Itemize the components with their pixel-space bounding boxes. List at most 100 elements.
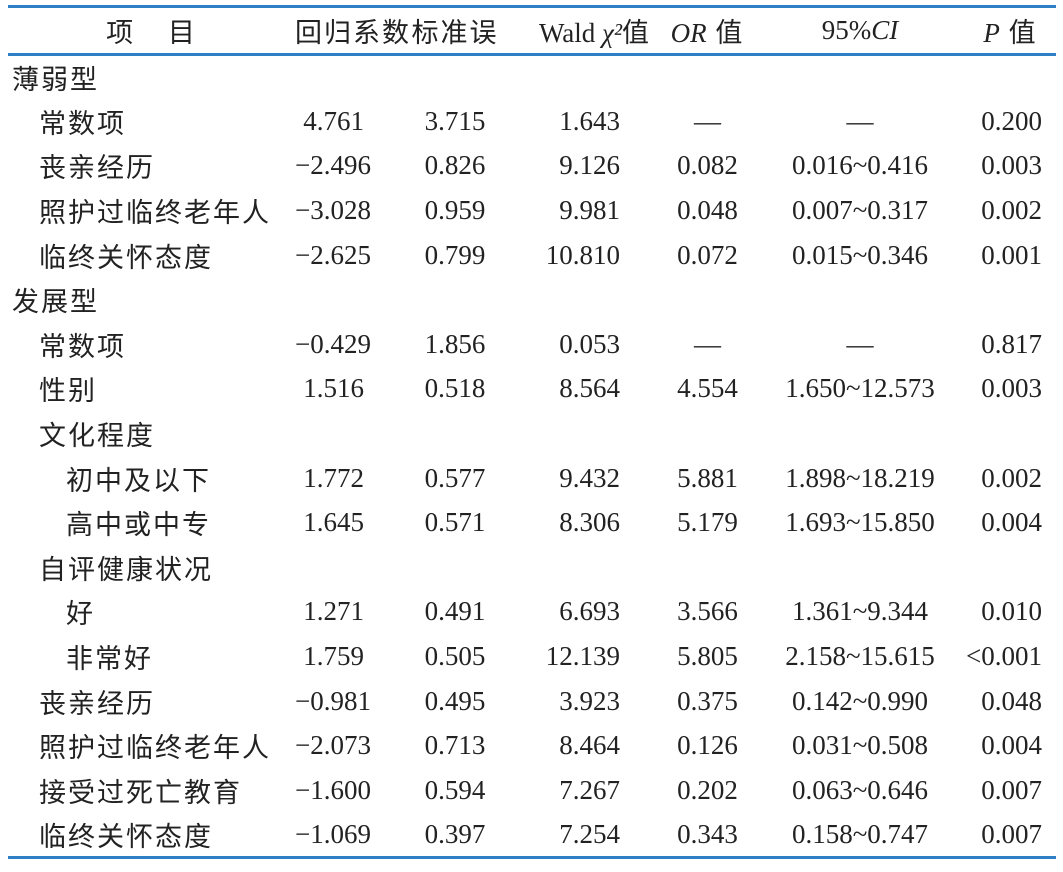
cell-or: — — [694, 105, 721, 136]
cell-or: 0.202 — [677, 774, 738, 805]
cell-coef: −0.981 — [295, 685, 371, 716]
cell-coef: −1.600 — [295, 774, 371, 805]
cell-or: 0.072 — [677, 239, 738, 270]
row-label: 常数项 — [39, 331, 126, 362]
cell-or — [660, 411, 755, 456]
cell-p: 0.002 — [981, 462, 1042, 493]
cell-wald: 1.643 — [559, 105, 620, 136]
col-header-se-label: 标准误 — [411, 18, 499, 48]
row-label: 临终关怀态度 — [39, 821, 213, 852]
cell-wald — [530, 411, 660, 456]
col-header-or: OR 值 — [660, 7, 755, 55]
table-row: 高中或中专 1.645 0.571 8.306 5.179 1.693~15.850 0.0… — [8, 500, 1056, 545]
row-label: 丧亲经历 — [39, 688, 155, 719]
cell-wald: 9.126 — [559, 150, 620, 181]
table-row: 临终关怀态度 −1.069 0.397 7.254 0.343 0.158~0.747 0.… — [8, 813, 1056, 858]
row-label: 发展型 — [12, 287, 99, 318]
cell-se: 0.495 — [424, 685, 486, 716]
table-row: 丧亲经历 −2.496 0.826 9.126 0.082 0.016~0.416 0.00… — [8, 144, 1056, 189]
col-header-wald-chi: χ² — [602, 18, 623, 48]
cell-ci: 0.016~0.416 — [791, 150, 929, 181]
cell-p: <0.001 — [966, 641, 1042, 672]
cell-se: 0.518 — [424, 373, 486, 404]
cell-wald: 0.053 — [559, 328, 620, 359]
cell-ci: 0.015~0.346 — [791, 239, 929, 270]
cell-or: 0.082 — [677, 150, 738, 181]
cell-coef — [295, 277, 380, 322]
cell-ci — [755, 411, 965, 456]
cell-se: 0.959 — [424, 195, 486, 226]
cell-se — [380, 411, 530, 456]
cell-se: 0.799 — [424, 239, 486, 270]
cell-coef — [295, 55, 380, 100]
col-header-p: P 值 — [965, 7, 1056, 55]
table-header: 项 目 回归系数 标准误 Wald χ²值 OR 值 95%CI P 值 — [8, 7, 1056, 55]
row-label: 自评健康状况 — [39, 554, 213, 585]
table-group-row: 文化程度 — [8, 411, 1056, 456]
row-label: 非常好 — [66, 644, 153, 675]
cell-wald: 9.981 — [559, 195, 620, 226]
cell-p: 0.004 — [981, 507, 1042, 538]
cell-coef: −1.069 — [295, 818, 371, 849]
cell-ci — [755, 277, 965, 322]
table-row: 丧亲经历 −0.981 0.495 3.923 0.375 0.142~0.990 0.04… — [8, 679, 1056, 724]
cell-ci: 0.031~0.508 — [791, 730, 929, 761]
table-row: 照护过临终老年人 −3.028 0.959 9.981 0.048 0.007~0.317… — [8, 188, 1056, 233]
col-header-wald: Wald χ²值 — [530, 7, 660, 55]
cell-ci: 0.158~0.747 — [791, 818, 929, 849]
cell-p: 0.003 — [981, 373, 1042, 404]
row-label: 照护过临终老年人 — [39, 733, 271, 764]
cell-se — [380, 277, 530, 322]
table-row: 初中及以下 1.772 0.577 9.432 5.881 1.898~18.219 0.0… — [8, 456, 1056, 501]
cell-or: 0.126 — [677, 730, 738, 761]
cell-or: 5.881 — [677, 462, 738, 493]
cell-se: 0.713 — [424, 730, 486, 761]
row-label: 常数项 — [39, 108, 126, 139]
table-row: 非常好 1.759 0.505 12.139 5.805 2.158~15.615 <0.0… — [8, 634, 1056, 679]
table-group-row: 自评健康状况 — [8, 545, 1056, 590]
table-row: 照护过临终老年人 −2.073 0.713 8.464 0.126 0.031~0.508… — [8, 723, 1056, 768]
cell-p: 0.007 — [981, 818, 1042, 849]
cell-se: 0.505 — [424, 641, 486, 672]
cell-coef: −2.073 — [295, 730, 371, 761]
col-header-item: 项 目 — [8, 7, 295, 55]
cell-coef: 1.759 — [303, 641, 364, 672]
cell-coef — [295, 411, 380, 456]
cell-p — [965, 411, 1056, 456]
cell-or: 0.343 — [677, 818, 738, 849]
cell-ci: 0.007~0.317 — [791, 195, 929, 226]
stat-table: 项 目 回归系数 标准误 Wald χ²值 OR 值 95%CI P 值 薄弱型… — [8, 5, 1056, 859]
cell-se: 0.397 — [424, 818, 486, 849]
col-header-item-label: 项 目 — [106, 18, 197, 48]
cell-or: 4.554 — [677, 373, 738, 404]
cell-se — [380, 545, 530, 590]
col-header-p-post: 值 — [999, 18, 1038, 48]
cell-se: 0.491 — [424, 596, 486, 627]
cell-or: 5.179 — [677, 507, 738, 538]
row-label: 接受过死亡教育 — [39, 777, 242, 808]
row-label: 文化程度 — [39, 421, 155, 452]
cell-se: 0.571 — [424, 507, 486, 538]
cell-p — [965, 55, 1056, 100]
cell-coef: 1.516 — [303, 373, 364, 404]
cell-ci — [755, 55, 965, 100]
cell-p: 0.001 — [981, 239, 1042, 270]
col-header-coef-label: 回归系数 — [295, 18, 411, 48]
col-header-ci-pre: 95% — [821, 15, 872, 45]
cell-ci: 2.158~15.615 — [785, 641, 935, 672]
cell-se: 1.856 — [424, 328, 486, 359]
cell-ci: 1.361~9.344 — [791, 596, 929, 627]
row-label: 好 — [66, 599, 95, 630]
row-label: 照护过临终老年人 — [39, 198, 271, 229]
table-row: 常数项 4.761 3.715 1.643 — — 0.200 — [8, 99, 1056, 144]
row-label: 临终关怀态度 — [39, 242, 213, 273]
cell-wald — [530, 545, 660, 590]
row-label: 性别 — [39, 376, 97, 407]
row-label: 丧亲经历 — [39, 153, 155, 184]
cell-p: 0.200 — [981, 105, 1042, 136]
cell-wald: 10.810 — [545, 239, 620, 270]
cell-se: 0.594 — [424, 774, 486, 805]
header-row: 项 目 回归系数 标准误 Wald χ²值 OR 值 95%CI P 值 — [8, 7, 1056, 55]
cell-ci: 0.142~0.990 — [791, 685, 929, 716]
